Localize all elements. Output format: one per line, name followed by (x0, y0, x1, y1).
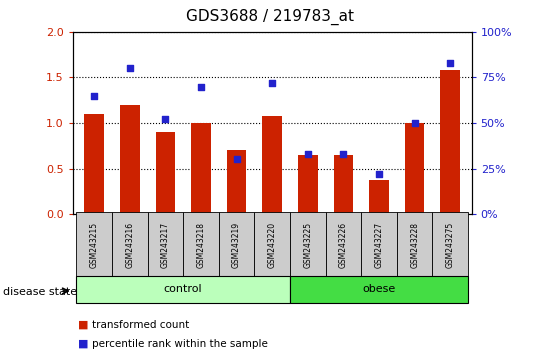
Text: ■: ■ (78, 339, 88, 349)
FancyBboxPatch shape (361, 212, 397, 278)
FancyBboxPatch shape (148, 212, 183, 278)
Point (446, 60, 454, 66)
Point (410, 120, 419, 126)
Text: GSM243226: GSM243226 (339, 222, 348, 268)
Text: GSM243227: GSM243227 (375, 222, 384, 268)
FancyBboxPatch shape (77, 212, 112, 278)
Bar (334, 155, 353, 214)
Text: transformed count: transformed count (92, 320, 189, 330)
FancyBboxPatch shape (112, 212, 148, 278)
Bar (191, 123, 211, 214)
Point (339, 151, 348, 157)
FancyBboxPatch shape (432, 212, 468, 278)
FancyBboxPatch shape (397, 212, 432, 278)
FancyBboxPatch shape (219, 212, 254, 278)
FancyBboxPatch shape (254, 212, 290, 278)
FancyBboxPatch shape (290, 276, 468, 303)
Text: obese: obese (362, 284, 396, 295)
Text: GSM243275: GSM243275 (446, 222, 455, 268)
Point (197, 84, 205, 89)
FancyBboxPatch shape (183, 212, 219, 278)
Point (232, 156, 241, 162)
Text: ■: ■ (78, 320, 88, 330)
Text: GSM243220: GSM243220 (268, 222, 277, 268)
Text: percentile rank within the sample: percentile rank within the sample (92, 339, 267, 349)
Point (90, 93, 99, 98)
Text: control: control (164, 284, 203, 295)
Bar (298, 155, 317, 214)
Text: GSM243215: GSM243215 (89, 222, 99, 268)
Point (375, 171, 383, 177)
Bar (84, 114, 104, 214)
Text: GSM243218: GSM243218 (197, 222, 205, 268)
FancyBboxPatch shape (326, 212, 361, 278)
Bar (440, 70, 460, 214)
Point (126, 65, 134, 71)
Bar (405, 123, 424, 214)
Text: GSM243216: GSM243216 (125, 222, 134, 268)
Point (268, 80, 277, 86)
Text: GSM243225: GSM243225 (303, 222, 312, 268)
Bar (227, 150, 246, 214)
Bar (156, 132, 175, 214)
Bar (369, 179, 389, 214)
Text: GSM243219: GSM243219 (232, 222, 241, 268)
FancyBboxPatch shape (290, 212, 326, 278)
Bar (262, 116, 282, 214)
Point (303, 151, 312, 157)
Text: GSM243217: GSM243217 (161, 222, 170, 268)
Bar (120, 105, 140, 214)
FancyBboxPatch shape (77, 276, 290, 303)
Text: GSM243228: GSM243228 (410, 222, 419, 268)
Text: GDS3688 / 219783_at: GDS3688 / 219783_at (185, 9, 354, 25)
Point (161, 116, 170, 122)
Text: disease state: disease state (3, 287, 77, 297)
